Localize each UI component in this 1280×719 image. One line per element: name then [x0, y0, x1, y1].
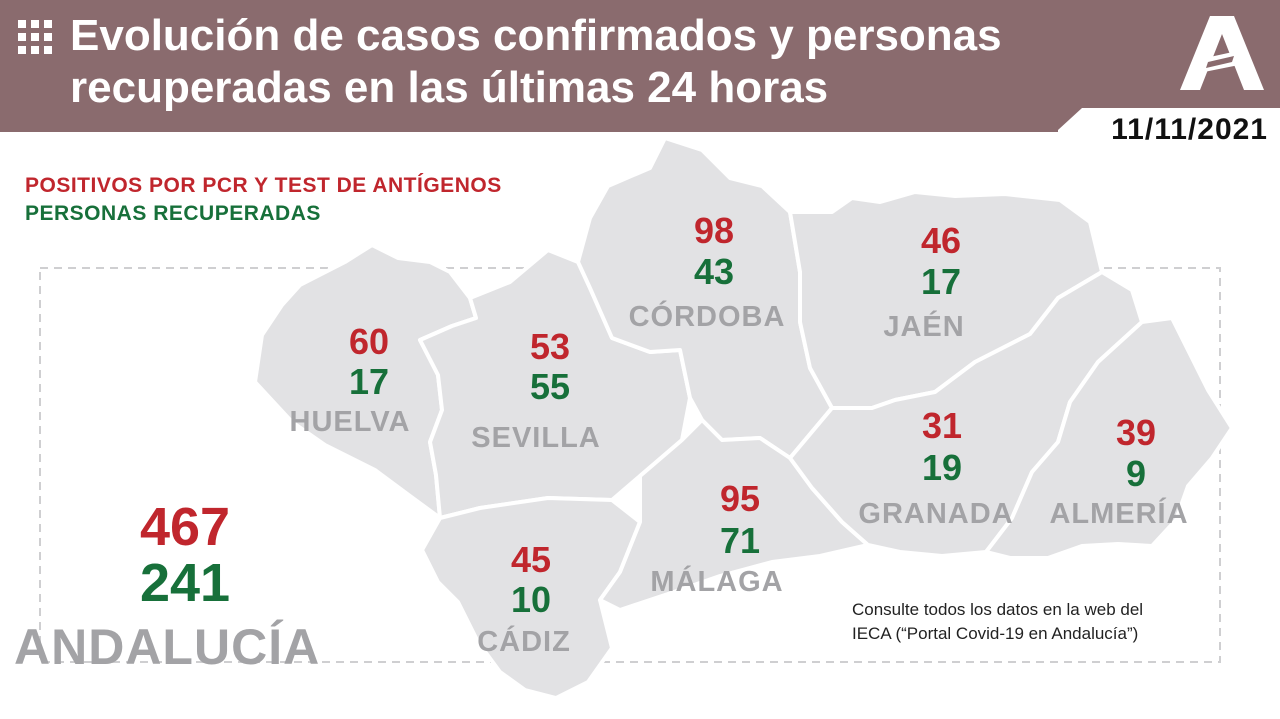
sevilla-label: SEVILLA	[471, 422, 601, 454]
title-line-1: Evolución de casos confirmados y persona…	[70, 11, 1002, 60]
province-cadiz	[420, 496, 642, 700]
jaen-label: JAÉN	[883, 311, 965, 343]
cordoba-label: CÓRDOBA	[628, 301, 786, 333]
report-date: 11/11/2021	[1111, 113, 1268, 146]
cordoba-positives: 98	[693, 210, 735, 251]
almeria-label: ALMERÍA	[1049, 498, 1189, 530]
grid-icon	[18, 20, 54, 56]
date-tab	[1058, 108, 1280, 156]
legend-recovered: PERSONAS RECUPERADAS	[25, 202, 321, 225]
huelva-recovered: 17	[348, 361, 390, 402]
almeria-positives: 39	[1115, 412, 1157, 453]
header-banner	[0, 0, 1280, 132]
cadiz-label: CÁDIZ	[477, 626, 571, 658]
title-line-2: recuperadas en las últimas 24 horas	[70, 63, 829, 112]
granada-positives: 31	[921, 405, 963, 446]
cadiz-recovered: 10	[510, 579, 552, 620]
malaga-positives: 95	[719, 478, 761, 519]
cordoba-recovered: 43	[693, 251, 735, 292]
malaga-recovered: 71	[719, 520, 761, 561]
huelva-positives: 60	[348, 321, 390, 362]
footnote-line-1: Consulte todos los datos en la web del	[852, 600, 1144, 619]
province-almeria	[984, 316, 1234, 560]
sevilla-recovered: 55	[529, 366, 571, 407]
total-recovered: 241	[139, 553, 231, 613]
sevilla-positives: 53	[529, 326, 571, 367]
granada-recovered: 19	[921, 447, 963, 488]
almeria-recovered: 9	[1125, 453, 1147, 494]
cadiz-positives: 45	[510, 539, 552, 580]
page-title: Evolución de casos confirmados y persona…	[70, 10, 1150, 114]
legend-positives: POSITIVOS POR PCR Y TEST DE ANTÍGENOS	[25, 174, 502, 197]
total-positives: 467	[139, 497, 231, 557]
footnote-line-2: IECA (“Portal Covid-19 en Andalucía”)	[852, 624, 1139, 643]
huelva-label: HUELVA	[289, 406, 411, 438]
junta-andalucia-logo	[1180, 16, 1264, 90]
footnote: Consulte todos los datos en la web del I…	[852, 598, 1212, 646]
province-malaga	[598, 418, 870, 612]
jaen-positives: 46	[920, 220, 962, 261]
jaen-recovered: 17	[920, 261, 962, 302]
malaga-label: MÁLAGA	[650, 566, 784, 598]
region-label: ANDALUCÍA	[14, 619, 321, 675]
granada-label: GRANADA	[858, 498, 1014, 530]
